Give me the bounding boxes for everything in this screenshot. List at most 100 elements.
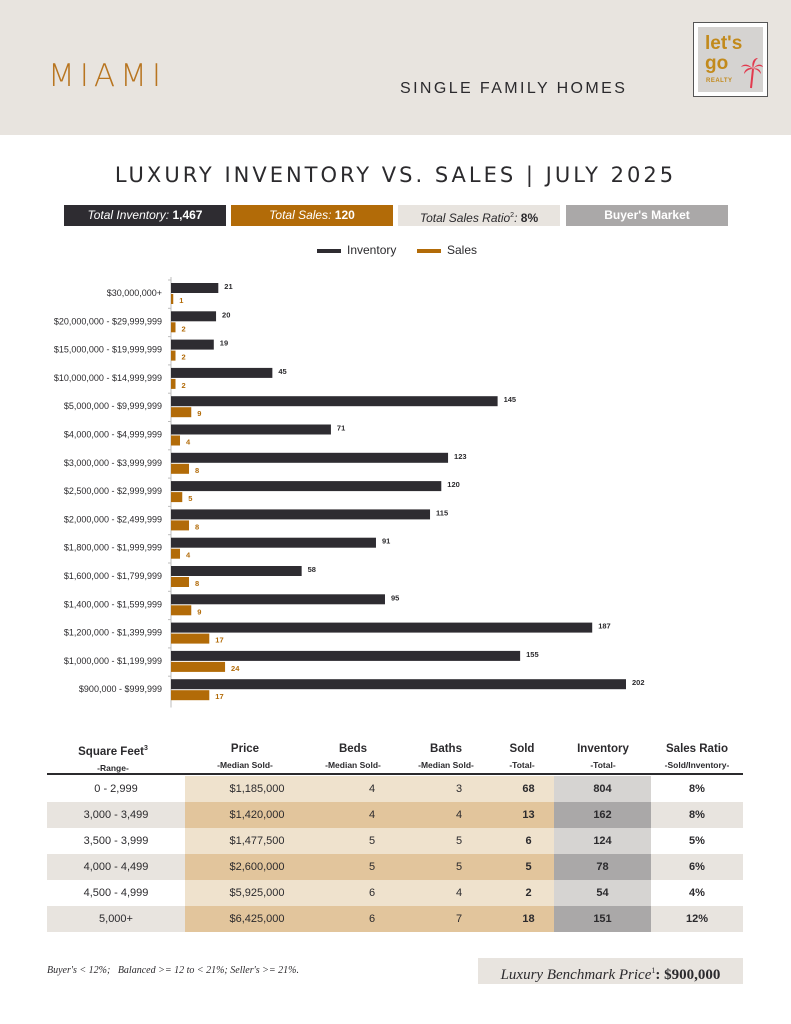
sales-data-label: 5 xyxy=(188,494,192,503)
ratio-colon: : xyxy=(514,211,518,225)
legend-sales: Sales xyxy=(417,243,477,257)
sales-data-label: 4 xyxy=(186,438,191,447)
ratio-footnote-marker: 2 xyxy=(510,212,515,219)
benchmark-price-badge: Luxury Benchmark Price1: $900,000 xyxy=(478,958,743,984)
table-header-subtitle: -Range- xyxy=(97,762,129,773)
table-header-subtitle: -Median Sold- xyxy=(418,760,474,770)
category-tick-label: $900,000 - $999,999 xyxy=(79,684,162,694)
total-inventory-badge: Total Inventory: 1,467 xyxy=(64,205,226,226)
table-cell: $5,925,000 xyxy=(185,880,329,906)
total-sales-ratio-label: Total Sales Ratio xyxy=(419,211,511,225)
category-tick-label: $1,200,000 - $1,399,999 xyxy=(64,628,162,638)
sales-data-label: 17 xyxy=(215,692,223,701)
table-cell: 12% xyxy=(651,906,743,932)
table-cell: $1,420,000 xyxy=(185,802,329,828)
table-cell: 5 xyxy=(415,828,503,854)
table-cell: 8% xyxy=(651,776,743,802)
table-cell: 151 xyxy=(554,906,651,932)
table-cell: 4 xyxy=(415,880,503,906)
total-sales-badge: Total Sales: 120 xyxy=(231,205,393,226)
sales-bar xyxy=(171,633,210,644)
inventory-bar xyxy=(171,481,442,492)
table-header-subtitle: -Total- xyxy=(509,760,535,770)
header-footnote-marker: 3 xyxy=(143,745,148,752)
sales-data-label: 8 xyxy=(195,522,199,531)
table-header-title: Price xyxy=(230,743,260,755)
table-row: 4,500 - 4,999 $5,925,000 6 4 2 54 4% xyxy=(47,880,743,906)
table-cell: 804 xyxy=(554,776,651,802)
category-tick-label: $1,000,000 - $1,199,999 xyxy=(64,656,162,666)
sales-bar xyxy=(171,463,190,474)
table-cell: 4,000 - 4,499 xyxy=(47,854,185,880)
table-cell: 6 xyxy=(329,880,415,906)
table-row: 0 - 2,999 $1,185,000 4 3 68 804 8% xyxy=(47,776,743,802)
sales-bar xyxy=(171,661,226,672)
table-cell: 124 xyxy=(554,828,651,854)
table-cell: 4 xyxy=(329,802,415,828)
total-sales-ratio-value: 8% xyxy=(520,211,539,225)
inventory-data-label: 95 xyxy=(391,593,399,602)
inventory-bar xyxy=(171,452,449,463)
table-cell: 3,000 - 3,499 xyxy=(47,802,185,828)
inventory-bar xyxy=(171,679,626,690)
inventory-data-label: 115 xyxy=(436,508,448,517)
table-cell: 78 xyxy=(554,854,651,880)
inventory-bar xyxy=(171,396,498,407)
legend-inventory-swatch xyxy=(317,248,341,253)
table-header-subtitle: -Total- xyxy=(590,760,616,770)
inventory-bar xyxy=(171,367,273,378)
sales-bar xyxy=(171,435,181,446)
table-cell: 5 xyxy=(329,828,415,854)
table-header-title: Square Feet3 xyxy=(78,745,148,758)
brand-logo: let's go REALTY xyxy=(693,22,768,97)
market-definition-note: Buyer's < 12%; Balanced >= 12 to < 21%; … xyxy=(47,965,299,976)
table-cell: 4,500 - 4,999 xyxy=(47,880,185,906)
inventory-data-label: 20 xyxy=(222,310,230,319)
total-sales-value: 120 xyxy=(334,208,355,222)
table-row: 5,000+ $6,425,000 6 7 18 151 12% xyxy=(47,906,743,932)
sales-bar xyxy=(171,690,210,701)
sales-bar xyxy=(171,605,192,616)
sales-data-label: 2 xyxy=(182,353,186,362)
table-header-subtitle: -Sold/Inventory- xyxy=(664,760,730,770)
category-tick-label: $2,000,000 - $2,499,999 xyxy=(64,514,162,524)
table-cell: 54 xyxy=(554,880,651,906)
inventory-data-label: 120 xyxy=(447,480,460,489)
sales-data-label: 24 xyxy=(231,664,240,673)
sales-bar xyxy=(171,577,190,587)
inventory-data-label: 155 xyxy=(526,650,539,659)
category-tick-label: $5,000,000 - $9,999,999 xyxy=(64,401,162,411)
table-header-cell: Baths -Median Sold- xyxy=(386,742,506,772)
table-header-subtitle: -Median Sold- xyxy=(325,760,381,770)
total-inventory-value: 1,467 xyxy=(172,208,203,222)
inventory-bar xyxy=(171,339,214,350)
table-cell: $1,185,000 xyxy=(185,776,329,802)
category-tick-label: $10,000,000 - $14,999,999 xyxy=(54,373,162,383)
property-type-subtitle: SINGLE FAMILY HOMES xyxy=(400,80,628,97)
total-sales-label: Total Sales: xyxy=(269,208,332,222)
inventory-bar xyxy=(171,509,431,520)
logo-line2: go xyxy=(705,53,729,74)
table-cell: 2 xyxy=(503,880,554,906)
market-type-badge: Buyer's Market xyxy=(566,205,728,226)
category-tick-label: $4,000,000 - $4,999,999 xyxy=(64,430,162,440)
inventory-bar xyxy=(171,566,302,576)
table-cell: 4% xyxy=(651,880,743,906)
sales-data-label: 9 xyxy=(197,607,201,616)
sales-data-label: 2 xyxy=(182,381,186,390)
inventory-data-label: 21 xyxy=(224,282,232,291)
inventory-data-label: 91 xyxy=(382,537,390,546)
table-header-cell: Beds -Median Sold- xyxy=(293,742,413,772)
inventory-data-label: 19 xyxy=(220,339,228,348)
inventory-bar xyxy=(171,537,376,548)
sales-bar xyxy=(171,378,176,389)
table-cell: 13 xyxy=(503,802,554,828)
table-header-cell: Sold -Total- xyxy=(462,742,582,772)
table-cell: 5% xyxy=(651,828,743,854)
table-header-title: Sales Ratio xyxy=(666,743,728,755)
inventory-bar xyxy=(171,622,593,633)
table-cell: 18 xyxy=(503,906,554,932)
sales-bar xyxy=(171,520,190,531)
table-cell: 7 xyxy=(415,906,503,932)
sales-bar xyxy=(171,548,181,559)
